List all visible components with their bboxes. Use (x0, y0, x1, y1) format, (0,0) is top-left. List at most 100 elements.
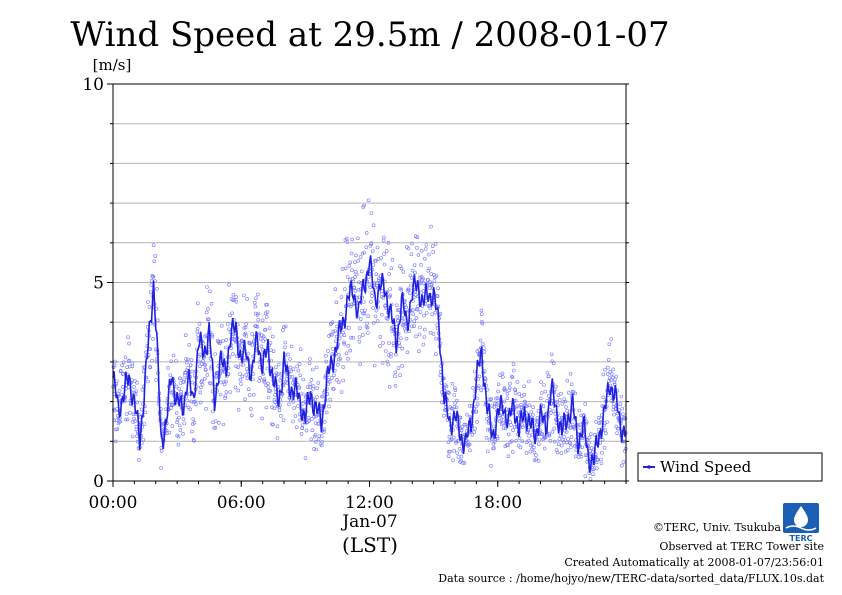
raw-sample-point (147, 305, 152, 309)
raw-sample-point (307, 361, 312, 366)
raw-sample-point (552, 426, 557, 431)
raw-sample-point (505, 396, 510, 401)
raw-sample-point (510, 450, 515, 454)
raw-sample-point (182, 377, 186, 382)
raw-sample-point (522, 384, 527, 389)
raw-sample-point (387, 384, 392, 389)
x-axis: 00:00 06:00 12:00 18:00 (89, 481, 627, 513)
raw-sample-point (438, 373, 443, 378)
raw-sample-point (609, 337, 614, 341)
raw-sample-point (277, 408, 282, 413)
raw-sample-point (569, 435, 574, 439)
raw-sample-point (496, 389, 500, 394)
raw-sample-point (439, 400, 444, 405)
raw-sample-point (369, 299, 373, 304)
raw-sample-point (205, 373, 210, 377)
raw-sample-point (584, 420, 589, 424)
raw-sample-point (477, 374, 482, 379)
raw-sample-point (415, 235, 420, 239)
raw-sample-point (300, 423, 305, 427)
raw-sample-point (480, 319, 484, 324)
raw-sample-point (412, 319, 417, 324)
raw-sample-point (405, 350, 410, 355)
raw-sample-point (547, 432, 551, 436)
raw-sample-point (508, 381, 512, 386)
raw-sample-point (266, 395, 271, 400)
raw-sample-point (357, 335, 362, 339)
raw-sample-point (605, 420, 609, 424)
created-text: Created Automatically at 2008-01-07/23:5… (564, 556, 824, 569)
raw-sample-point (428, 330, 433, 335)
raw-sample-point (358, 317, 363, 321)
raw-sample-point (373, 314, 378, 319)
raw-sample-point (362, 250, 367, 255)
y-tick-label-1: 5 (93, 274, 104, 294)
raw-sample-point (468, 448, 472, 453)
raw-sample-point (433, 310, 438, 315)
raw-sample-point (593, 432, 597, 437)
raw-sample-point (341, 330, 345, 335)
copyright-text: ©TERC, Univ. Tsukuba (653, 521, 781, 534)
raw-sample-point (239, 362, 243, 367)
raw-sample-point (383, 349, 388, 353)
raw-sample-point (418, 325, 422, 330)
raw-sample-point (166, 366, 170, 370)
raw-sample-point (399, 287, 404, 292)
raw-sample-point (565, 448, 570, 452)
raw-sample-point (483, 377, 488, 382)
logo-text: TERC (790, 534, 813, 543)
raw-sample-point (367, 283, 372, 287)
terc-logo: TERC (783, 503, 819, 543)
raw-sample-point (621, 460, 626, 464)
raw-sample-point (342, 333, 347, 338)
raw-sample-point (360, 333, 365, 337)
raw-sample-point (370, 290, 374, 295)
raw-sample-point (141, 437, 146, 442)
raw-sample-point (260, 416, 264, 421)
raw-sample-point (331, 329, 336, 334)
raw-sample-point (331, 387, 336, 391)
raw-sample-point (591, 472, 595, 477)
raw-sample-point (406, 287, 411, 292)
raw-sample-point (177, 423, 182, 428)
raw-sample-point (194, 402, 198, 407)
raw-sample-point (274, 371, 279, 376)
raw-sample-point (131, 420, 135, 424)
raw-sample-point (523, 400, 528, 405)
raw-sample-point (174, 384, 179, 389)
raw-sample-point (410, 241, 414, 246)
raw-sample-point (256, 317, 261, 322)
raw-sample-point (566, 390, 571, 395)
raw-sample-point (296, 368, 301, 373)
raw-sample-point (386, 240, 391, 245)
raw-sample-point (548, 438, 553, 443)
raw-sample-point (454, 405, 459, 410)
raw-sample-point (414, 334, 418, 339)
raw-sample-point (495, 436, 500, 441)
raw-sample-point (289, 369, 293, 374)
raw-sample-point (494, 402, 499, 407)
raw-sample-point (299, 432, 304, 436)
raw-sample-point (224, 390, 229, 394)
raw-sample-point (608, 369, 613, 374)
raw-sample-point (509, 423, 513, 427)
raw-sample-point (120, 385, 125, 389)
raw-sample-point (421, 276, 425, 281)
raw-sample-point (397, 344, 402, 349)
raw-sample-point (291, 367, 296, 371)
legend-swatch-marker (647, 465, 651, 469)
raw-sample-point (177, 415, 181, 420)
raw-sample-point (361, 311, 365, 316)
raw-sample-point (123, 355, 128, 360)
raw-sample-point (321, 394, 326, 399)
raw-sample-point (456, 439, 460, 443)
raw-sample-point (528, 449, 533, 454)
raw-sample-point (609, 378, 613, 382)
raw-sample-point (314, 447, 319, 452)
raw-sample-point (562, 435, 566, 439)
raw-sample-point (506, 432, 511, 437)
gridlines (113, 123, 626, 442)
raw-sample-point (398, 373, 402, 378)
raw-sample-point (409, 283, 413, 288)
raw-sample-point (401, 270, 406, 274)
